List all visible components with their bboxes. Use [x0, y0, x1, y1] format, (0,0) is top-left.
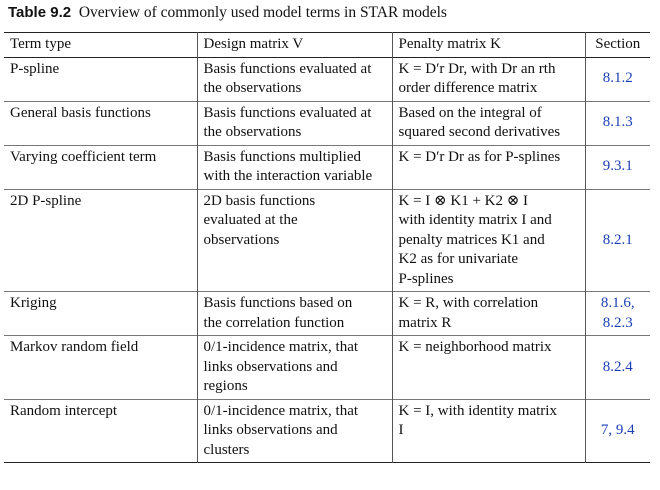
penalty-matrix-line: I — [398, 422, 404, 438]
penalty-matrix-cell: Based on the integral of squared second d… — [392, 101, 586, 145]
design-matrix-line: links observations and — [203, 422, 338, 438]
penalty-matrix-line: squared second derivatives — [398, 124, 561, 140]
table-caption: Table 9.2 Overview of commonly used mode… — [8, 4, 447, 22]
penalty-matrix-cell: K = I ⊗ K1 + K2 ⊗ I with identity matrix … — [392, 189, 586, 292]
section-link[interactable]: 9.3.1 — [602, 158, 633, 175]
penalty-matrix-line: K2 as for univariate — [398, 251, 519, 267]
penalty-matrix-line: order difference matrix — [398, 80, 538, 96]
section-link[interactable]: 8.1.2 — [602, 70, 633, 87]
design-matrix-line: the observations — [203, 80, 302, 96]
penalty-matrix-cell: K = R, with correlation matrix R — [392, 291, 586, 336]
design-matrix-cell: Basis functions evaluated at the observat… — [197, 57, 393, 101]
section-link[interactable]: 8.2.3 — [602, 314, 633, 331]
penalty-matrix-line: K = I, with identity matrix — [398, 402, 557, 419]
term-type-cell: P-spline — [4, 57, 198, 101]
penalty-matrix-line: K = I ⊗ K1 + K2 ⊗ I — [398, 192, 529, 209]
model-terms-table: Term type Design matrix V Penalty matrix… — [4, 32, 650, 463]
design-matrix-line: links observations and — [203, 358, 338, 375]
penalty-matrix-line: K = neighborhood matrix — [398, 339, 552, 355]
penalty-matrix-line: K = D′r Dr, with Dr an rth — [398, 60, 556, 77]
term-type-cell: Random intercept — [4, 399, 198, 463]
penalty-matrix-line: matrix R — [398, 314, 452, 331]
design-matrix-line: Basis functions evaluated at — [203, 60, 372, 77]
design-matrix-line: Basis functions multiplied — [203, 148, 362, 165]
section-link[interactable]: 8.2.1 — [602, 231, 633, 248]
header-design-matrix: Design matrix V — [197, 32, 393, 57]
table-row: Varying coefficient term Basis functions … — [4, 145, 650, 189]
penalty-matrix-line: K = D′r Dr as for P-splines — [398, 148, 561, 165]
design-matrix-cell: Basis functions based on the correlation … — [197, 291, 393, 336]
design-matrix-cell: Basis functions multiplied with the inter… — [197, 145, 393, 189]
table-row: P-spline Basis functions evaluated at the … — [4, 57, 650, 101]
table-row: Kriging Basis functions based on the corre… — [4, 291, 650, 336]
design-matrix-cell: Basis functions evaluated at the observat… — [197, 101, 393, 145]
section-link[interactable]: 7, 9.4 — [600, 422, 635, 438]
header-row: Term type Design matrix V Penalty matrix… — [4, 32, 650, 57]
section-cell: 8.1.3 — [585, 101, 650, 145]
header-penalty-matrix: Penalty matrix K — [392, 32, 586, 57]
table-row: Markov random field 0/1-incidence matrix,… — [4, 335, 650, 400]
penalty-matrix-line: P-splines — [398, 270, 454, 287]
term-type-cell: Markov random field — [4, 335, 198, 399]
design-matrix-line: Basis functions based on — [203, 295, 353, 311]
table-label: Table 9.2 — [8, 4, 72, 21]
design-matrix-cell: 0/1-incidence matrix, that links observat… — [197, 399, 393, 463]
section-cell: 8.2.4 — [585, 336, 650, 400]
design-matrix-line: regions — [203, 378, 248, 394]
section-cell: 7, 9.4 — [585, 399, 650, 463]
table-body: P-spline Basis functions evaluated at the … — [4, 57, 650, 463]
caption-text: Overview of commonly used model terms in… — [78, 4, 447, 21]
term-type-cell: Kriging — [4, 291, 198, 336]
design-matrix-line: clusters — [203, 441, 250, 458]
table-row: 2D P-spline 2D basis functions evaluated a… — [4, 189, 650, 292]
penalty-matrix-cell: K = D′r Dr as for P-splines — [392, 145, 586, 189]
section-cell: 8.1.6, 8.2.3 — [585, 292, 650, 336]
design-matrix-line: 2D basis functions — [203, 192, 316, 209]
header-section: Section — [595, 36, 641, 52]
design-matrix-line: 0/1-incidence matrix, that — [203, 339, 359, 355]
table-row: Random intercept 0/1-incidence matrix, th… — [4, 399, 650, 463]
design-matrix-line: the observations — [203, 124, 302, 140]
section-link[interactable]: 8.2.4 — [602, 358, 633, 375]
design-matrix-cell: 0/1-incidence matrix, that links observat… — [197, 335, 393, 399]
design-matrix-line: observations — [203, 231, 280, 248]
header-term-type: Term type — [4, 32, 198, 57]
section-cell: 9.3.1 — [585, 145, 650, 189]
table-row: General basis functions Basis functions e… — [4, 101, 650, 145]
section-link[interactable]: 8.1.6, — [600, 295, 635, 311]
term-type-cell: General basis functions — [4, 101, 198, 145]
design-matrix-line: 0/1-incidence matrix, that — [203, 402, 359, 419]
penalty-matrix-cell: K = I, with identity matrix I — [392, 399, 586, 463]
design-matrix-line: with the interaction variable — [203, 168, 373, 184]
design-matrix-line: evaluated at the — [203, 212, 298, 228]
penalty-matrix-cell: K = D′r Dr, with Dr an rth order differen… — [392, 57, 586, 101]
section-link[interactable]: 8.1.3 — [602, 114, 633, 131]
term-type-cell: Varying coefficient term — [4, 145, 198, 189]
penalty-matrix-line: K = R, with correlation — [398, 295, 539, 311]
section-cell: 8.2.1 — [585, 189, 650, 292]
penalty-matrix-line: with identity matrix I and — [398, 212, 552, 228]
design-matrix-cell: 2D basis functions evaluated at the observ… — [197, 189, 393, 292]
penalty-matrix-line: Based on the integral of — [398, 104, 542, 121]
design-matrix-line: Basis functions evaluated at — [203, 104, 372, 121]
penalty-matrix-cell: K = neighborhood matrix — [392, 335, 586, 399]
term-type-cell: 2D P-spline — [4, 189, 198, 292]
design-matrix-line: the correlation function — [203, 314, 345, 331]
penalty-matrix-line: penalty matrices K1 and — [398, 231, 545, 248]
section-cell: 8.1.2 — [585, 57, 650, 101]
